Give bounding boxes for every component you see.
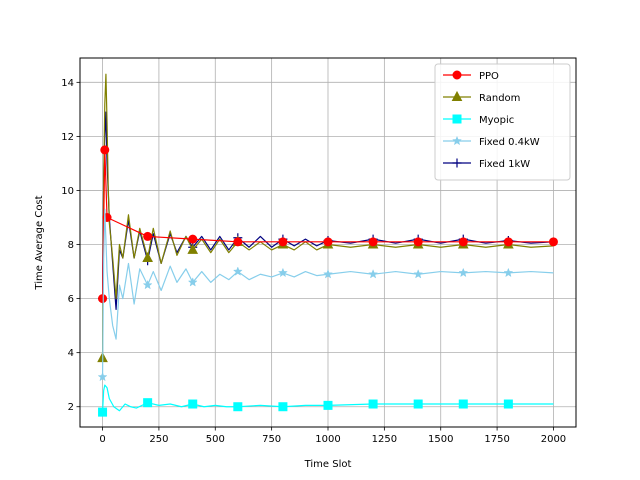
legend-label-random: Random — [479, 93, 520, 104]
data-point-myopic — [413, 399, 423, 409]
data-point-ppo — [233, 237, 243, 247]
data-point-ppo — [368, 237, 378, 247]
data-point-ppo — [323, 237, 333, 247]
data-point-random — [187, 243, 199, 254]
data-point-fixed-0-4kw — [232, 266, 243, 276]
legend-item-fixed-1kw: Fixed 1kW — [443, 158, 530, 170]
axis-ticks: 0 250 500 750 1000 1250 1500 1750 2000 2 4 6 8 10 12 14 — [61, 78, 566, 445]
data-point-fixed-0-4kw — [187, 277, 198, 287]
data-point-ppo — [98, 294, 108, 304]
x-tick-label: 750 — [262, 434, 281, 445]
data-point-myopic — [368, 399, 378, 409]
data-point-ppo — [503, 237, 513, 247]
data-point-fixed-0-4kw — [277, 267, 288, 278]
legend-marker-fixed-0-4kw — [452, 135, 462, 146]
legend-marker-ppo — [452, 70, 462, 80]
legend-marker-random — [451, 90, 463, 101]
x-tick-label: 0 — [99, 434, 105, 445]
legend-item-fixed-0-4kw: Fixed 0.4kW — [443, 135, 540, 148]
data-point-ppo — [100, 145, 110, 155]
series-line-myopic — [101, 384, 554, 413]
y-tick-label: 2 — [68, 402, 74, 413]
legend-marker-myopic — [452, 114, 462, 124]
y-tick-label: 12 — [61, 132, 74, 143]
series-line-random — [101, 73, 554, 359]
data-point-myopic — [458, 399, 468, 409]
data-point-fixed-0-4kw — [323, 269, 333, 279]
y-tick-label: 14 — [61, 78, 74, 89]
x-tick-label: 2000 — [541, 434, 566, 445]
legend-item-myopic: Myopic — [443, 114, 514, 126]
data-point-fixed-0-4kw — [142, 279, 153, 290]
series-myopic — [98, 384, 554, 417]
data-point-myopic — [278, 402, 288, 412]
legend-item-random: Random — [443, 90, 520, 104]
data-point-myopic — [323, 400, 333, 410]
y-tick-label: 4 — [68, 348, 74, 359]
y-tick-label: 8 — [68, 240, 74, 251]
series-fixed-0-4kw — [97, 208, 554, 382]
x-axis-label: Time Slot — [304, 459, 352, 470]
x-tick-label: 500 — [206, 434, 225, 445]
data-point-ppo — [413, 237, 423, 247]
data-point-ppo — [278, 237, 288, 247]
series-ppo — [98, 145, 558, 304]
legend-label-ppo: PPO — [479, 71, 499, 82]
legend-label-fixed-0-4kw: Fixed 0.4kW — [479, 137, 540, 148]
legend-marker-fixed-1kw — [452, 158, 462, 168]
x-tick-label: 250 — [149, 434, 168, 445]
y-tick-label: 6 — [68, 294, 74, 305]
legend-label-fixed-1kw: Fixed 1kW — [479, 159, 530, 170]
y-axis-label: Time Average Cost — [34, 195, 45, 290]
legend: PPO Random Myopic Fixed 0.4kW Fixed 1kW — [434, 63, 571, 181]
data-point-myopic — [98, 407, 108, 417]
data-point-ppo — [188, 234, 198, 244]
data-point-ppo — [143, 231, 153, 241]
series-line-fixed-0-4kw — [101, 208, 554, 377]
data-point-ppo — [548, 237, 558, 247]
data-point-fixed-0-4kw — [503, 267, 514, 278]
data-point-fixed-0-4kw — [368, 269, 379, 279]
legend-label-myopic: Myopic — [479, 115, 514, 126]
x-tick-label: 1000 — [315, 434, 340, 445]
data-point-myopic — [233, 402, 243, 412]
data-point-random — [142, 251, 153, 263]
x-tick-label: 1750 — [484, 434, 509, 445]
data-point-myopic — [143, 398, 153, 408]
plot-lines — [97, 73, 558, 417]
x-tick-label: 1500 — [428, 434, 453, 445]
legend-box — [434, 63, 571, 181]
data-point-fixed-0-4kw — [97, 371, 108, 382]
data-point-fixed-0-4kw — [413, 269, 424, 279]
data-point-fixed-0-4kw — [458, 267, 469, 278]
data-point-myopic — [188, 399, 198, 409]
data-point-myopic — [503, 399, 513, 409]
data-point-ppo — [458, 237, 468, 247]
y-tick-label: 10 — [61, 186, 74, 197]
x-tick-label: 1250 — [372, 434, 397, 445]
legend-item-ppo: PPO — [443, 70, 499, 82]
